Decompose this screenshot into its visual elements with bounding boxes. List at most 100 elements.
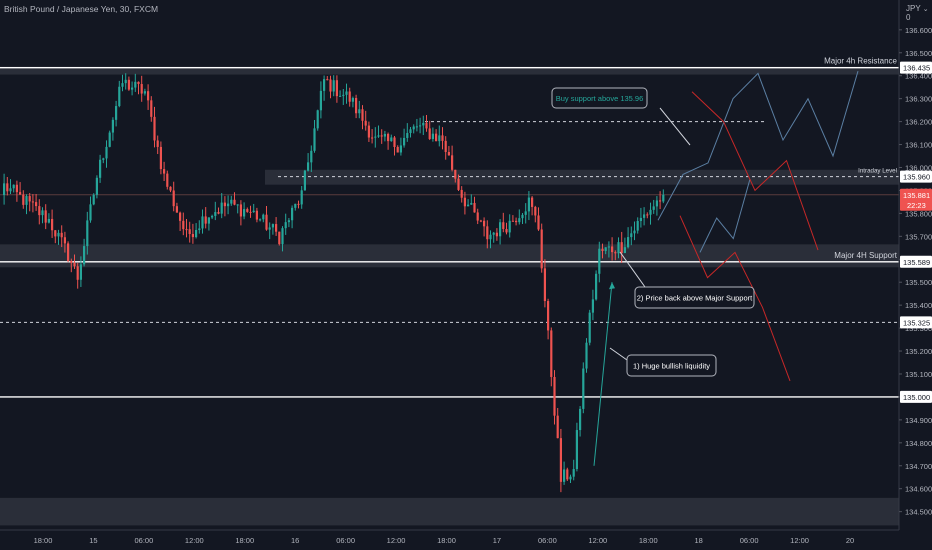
time-tick-label: 06:00 (538, 536, 557, 545)
candle-body (300, 190, 303, 205)
candle-body (601, 248, 604, 251)
candle-body (393, 137, 396, 147)
level-label: Intraday Level (858, 168, 897, 175)
candle-body (169, 186, 172, 191)
candle-body (441, 135, 444, 141)
candle-body (591, 299, 594, 313)
candle-body (217, 212, 220, 214)
price-tick-label: 134.800 (905, 439, 932, 448)
candle-body (511, 220, 514, 222)
candle-body (127, 79, 130, 90)
candle-body (332, 80, 335, 92)
candle-body (179, 212, 182, 221)
annotation-pointer (659, 107, 691, 146)
candle-body (383, 133, 386, 137)
candle-body (22, 194, 25, 205)
candle-body (188, 229, 191, 234)
candle-body (396, 146, 399, 153)
candle-body (118, 86, 121, 107)
candle-body (140, 84, 143, 94)
time-tick-label: 12:00 (185, 536, 204, 545)
candle-body (425, 122, 428, 129)
time-tick-label: 06:00 (740, 536, 759, 545)
candle-body (195, 229, 198, 238)
candle-body (220, 202, 223, 214)
candle-body (143, 91, 146, 94)
candle-body (649, 209, 652, 215)
candle-body (380, 135, 383, 137)
candle-body (553, 376, 556, 416)
candle-body (323, 79, 326, 91)
candle-body (499, 222, 502, 237)
annotation-boxes[interactable]: Buy support above 135.96 2) Price back ab… (551, 87, 755, 377)
candle-body (547, 301, 550, 331)
candle-body (633, 230, 636, 234)
candle-body (268, 227, 271, 230)
time-axis[interactable]: 18:00 15 06:00 12:00 18:00 16 06:00 12:00 18:00 1… (0, 529, 932, 550)
candle-body (451, 155, 454, 170)
candle-body (313, 128, 316, 151)
candle-body (614, 252, 617, 254)
candle-body (527, 197, 530, 212)
candle-body (463, 197, 466, 207)
time-tick-label: 06:00 (336, 536, 355, 545)
current-price-timer: 22:23 (907, 201, 926, 210)
level-price-badge-label: 135.960 (903, 173, 930, 182)
annotation-pointer (609, 347, 628, 361)
currency-label: JPY (906, 4, 921, 13)
candle-body (435, 133, 438, 142)
candle-body (115, 106, 118, 120)
candle-body (521, 214, 524, 219)
candle-body (659, 200, 662, 202)
candle-body (31, 201, 34, 203)
price-axis[interactable]: 134.500 134.600 134.700 134.800 134.900 135.0… (898, 0, 932, 550)
candle-body (70, 260, 73, 263)
candle-body (339, 95, 342, 97)
time-tick-label: 17 (493, 536, 501, 545)
candle-body (204, 216, 207, 224)
candle-body (377, 135, 380, 137)
candle-body (233, 199, 236, 205)
candle-body (636, 221, 639, 231)
candle-body (543, 268, 546, 302)
currency-selector[interactable]: JPY ⌄ 0 (906, 4, 932, 22)
candle-body (19, 192, 22, 195)
candle-body (108, 132, 111, 147)
candle-body (422, 122, 425, 126)
candle-body (281, 228, 284, 245)
annotation-pointer (619, 251, 646, 288)
candle-body (489, 234, 492, 240)
candle-body (457, 178, 460, 190)
candle-body (102, 158, 105, 160)
price-tick-label: 135.100 (905, 370, 932, 379)
candle-body (319, 90, 322, 111)
price-tick-label: 136.600 (905, 26, 932, 35)
candle-body (294, 203, 297, 208)
time-tick-label: 12:00 (790, 536, 809, 545)
candle-body (28, 196, 31, 202)
symbol-title: British Pound / Japanese Yen, 30, FXCM (4, 4, 159, 14)
candle-body (492, 232, 495, 235)
price-tick-label: 136.000 (905, 163, 932, 172)
candle-body (41, 210, 44, 216)
candle-body (566, 469, 569, 480)
candle-body (611, 246, 614, 253)
candle-body (403, 137, 406, 146)
candle-body (150, 100, 153, 117)
candle-body (518, 218, 521, 223)
price-axis-bg (899, 0, 932, 550)
candle-body (166, 173, 169, 187)
candle-body (172, 190, 175, 207)
candle-body (175, 206, 178, 213)
candle-body (134, 81, 137, 88)
candle-body (329, 79, 332, 92)
candle-body (76, 266, 79, 280)
candle-body (198, 228, 201, 230)
price-zone (0, 244, 899, 268)
candle-body (111, 119, 114, 133)
candle-body (326, 79, 329, 81)
candle-body (271, 224, 274, 228)
level-price-badge-label: 136.435 (903, 64, 930, 73)
price-tick-label: 135.400 (905, 301, 932, 310)
